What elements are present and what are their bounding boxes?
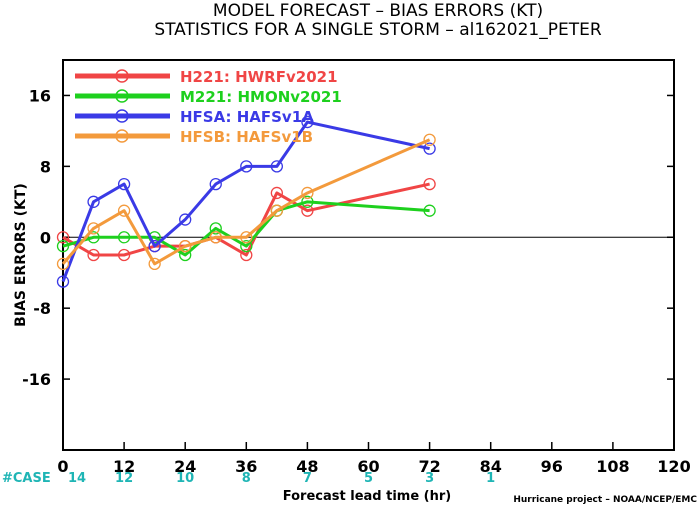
data-point [423, 204, 436, 217]
legend-entry: HFSB: HAFSv1B [75, 128, 313, 146]
series-line [61, 138, 431, 266]
y-tick-label: -8 [33, 299, 51, 318]
y-axis-label: BIAS ERRORS (KT) [13, 183, 29, 327]
data-point [423, 133, 436, 146]
data-point [301, 195, 314, 208]
x-axis-ticks: 0 12 24 36 48 60 72 84 96 108 120 [57, 442, 691, 476]
y-tick-label: -16 [22, 370, 51, 389]
case-count: 10 [176, 471, 194, 486]
y-axis-ticks: -16 -8 0 8 16 [22, 86, 674, 389]
data-point [87, 222, 100, 235]
legend-label: HFSB: HAFSv1B [180, 128, 313, 146]
legend-entry: HFSA: HAFSv1A [75, 108, 314, 126]
x-axis-label: Forecast lead time (hr) [283, 489, 451, 504]
legend-label: M221: HMONv2021 [180, 88, 342, 106]
data-point [270, 186, 284, 200]
case-label: #CASE [2, 471, 51, 486]
data-point [117, 231, 131, 244]
series-4 [56, 133, 436, 271]
case-count: 7 [303, 471, 312, 486]
x-tick-label: 36 [235, 457, 257, 476]
legend-marker [115, 89, 129, 103]
x-tick-label: 60 [357, 457, 379, 476]
chart-title-line2: STATISTICS FOR A SINGLE STORM – al162021… [154, 20, 602, 40]
data-point [301, 204, 314, 217]
data-point [179, 248, 192, 262]
data-point [56, 275, 70, 288]
data-point [240, 248, 253, 262]
data-point [148, 239, 161, 253]
data-point [209, 231, 222, 244]
series-3 [56, 115, 436, 288]
legend-label: HFSA: HAFSv1A [180, 108, 314, 126]
case-count: 5 [364, 471, 373, 486]
data-point [209, 222, 222, 235]
x-tick-label: 96 [541, 457, 563, 476]
x-tick-label: 48 [296, 457, 318, 476]
y-tick-label: 8 [40, 157, 51, 176]
data-point [423, 177, 436, 191]
data-point [179, 239, 192, 253]
data-point [117, 248, 131, 262]
data-point [148, 257, 161, 271]
series-layer [56, 115, 436, 288]
data-point [270, 160, 284, 173]
legend-label: H221: HWRFv2021 [180, 68, 338, 86]
data-point [240, 239, 253, 253]
legend-marker [115, 69, 129, 83]
case-count: 1 [486, 471, 495, 486]
data-point [179, 213, 192, 226]
case-count: 12 [115, 471, 133, 486]
case-count: 14 [68, 471, 86, 486]
x-tick-label: 120 [657, 457, 690, 476]
data-point [209, 177, 222, 191]
legend: H221: HWRFv2021 M221: HMONv2021 HFSA: HAFS… [75, 68, 342, 146]
series-line [62, 200, 430, 257]
data-point [87, 195, 100, 208]
legend-entry: H221: HWRFv2021 [75, 68, 338, 86]
x-tick-label: 84 [480, 457, 502, 476]
y-tick-label: 0 [40, 228, 51, 247]
credit-text: Hurricane project – NOAA/NCEP/EMC [513, 495, 697, 505]
x-tick-label: 0 [57, 457, 68, 476]
data-point [87, 231, 100, 244]
data-point [301, 186, 314, 200]
data-point [87, 248, 100, 262]
series-2 [56, 195, 436, 262]
x-tick-label: 108 [596, 457, 629, 476]
legend-entry: M221: HMONv2021 [75, 88, 342, 106]
data-point [56, 239, 70, 253]
x-tick-label: 12 [113, 457, 135, 476]
y-tick-label: 16 [29, 86, 51, 105]
data-point [301, 115, 314, 129]
data-point [270, 204, 284, 217]
case-count: 8 [242, 471, 251, 486]
data-point [56, 231, 70, 244]
data-point [117, 177, 131, 191]
data-point [56, 257, 70, 271]
x-tick-label: 72 [418, 457, 440, 476]
data-point [423, 142, 436, 155]
data-point [117, 204, 131, 217]
case-count: 3 [425, 471, 434, 486]
series-line [61, 120, 430, 283]
chart-title-line1: MODEL FORECAST – BIAS ERRORS (KT) [213, 1, 543, 21]
case-count-row: #CASE 14 12 10 8 7 5 3 1 [2, 471, 495, 486]
data-point [240, 231, 253, 244]
x-tick-label: 24 [174, 457, 196, 476]
legend-marker [115, 109, 129, 123]
legend-marker [115, 129, 129, 143]
data-point [240, 160, 253, 173]
